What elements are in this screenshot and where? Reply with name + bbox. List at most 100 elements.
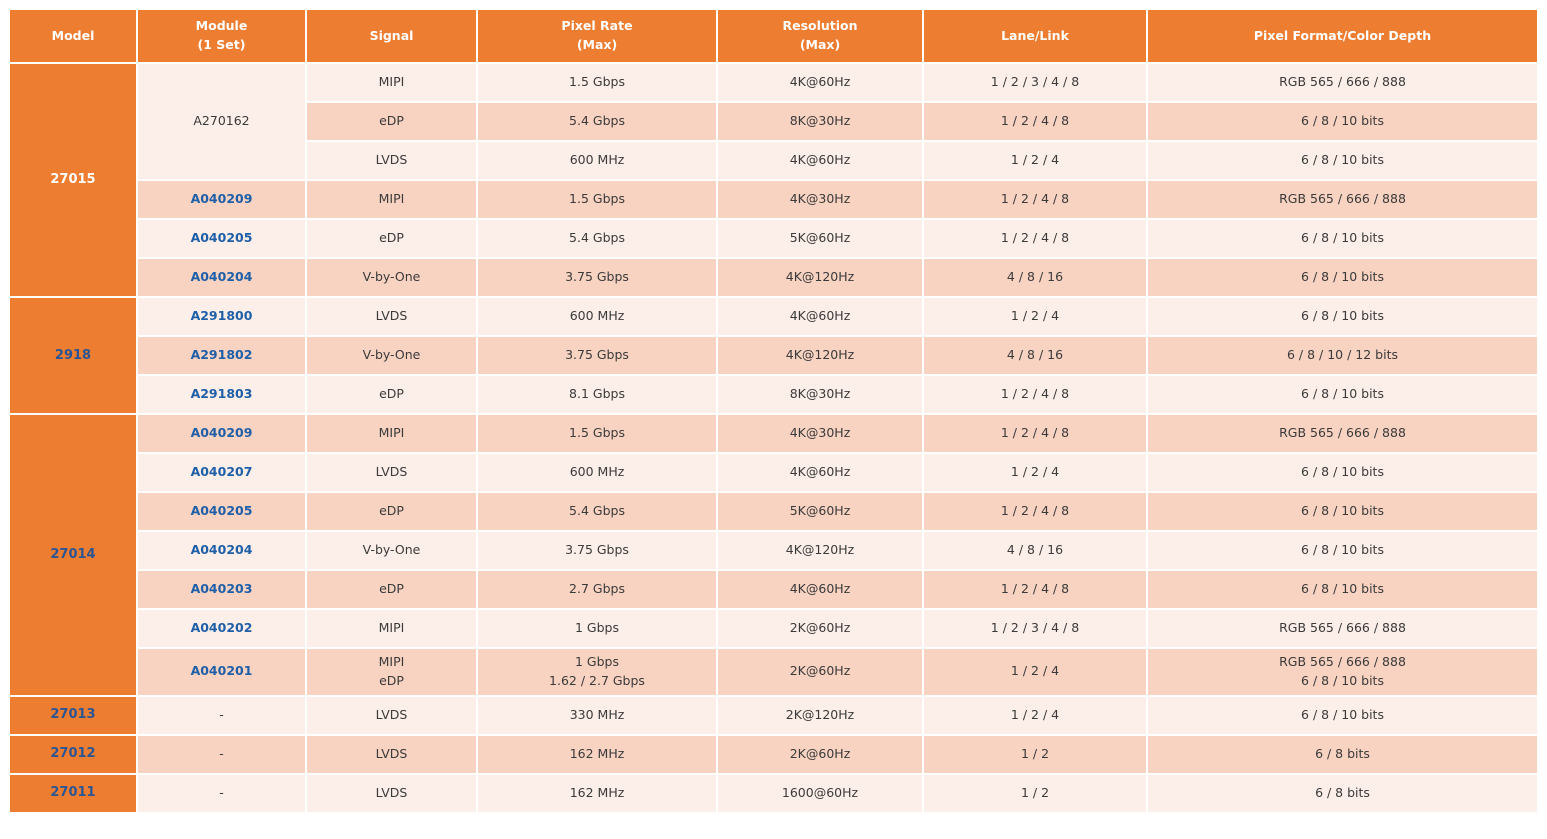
pixel-rate-cell: 5.4 Gbps — [478, 103, 716, 140]
column-header-resolution: Resolution (Max) — [718, 10, 922, 62]
lane-link-cell: 1 / 2 / 4 / 8 — [924, 415, 1146, 452]
header-label: Signal — [369, 27, 414, 43]
resolution-cell: 4K@30Hz — [718, 415, 922, 452]
module-link[interactable]: A040209 — [138, 181, 305, 218]
table-body: 27015 A270162 MIPI 1.5 Gbps 4K@60Hz 1 / 2 / 3… — [10, 64, 1537, 812]
resolution-cell: 4K@60Hz — [718, 142, 922, 179]
lane-link-cell: 1 / 2 / 4 — [924, 298, 1146, 335]
lane-link-cell: 1 / 2 / 4 — [924, 649, 1146, 695]
lane-link-cell: 1 / 2 — [924, 735, 1146, 773]
lane-link-cell: 1 / 2 / 4 / 8 — [924, 376, 1146, 413]
pixel-format-cell: 6 / 8 / 10 bits — [1148, 103, 1537, 140]
pixel-format-cell: 6 / 8 / 10 bits — [1148, 259, 1537, 296]
pixel-format-cell: 6 / 8 / 10 bits — [1148, 532, 1537, 569]
module-link[interactable]: A040203 — [138, 571, 305, 608]
lane-link-cell: 1 / 2 / 4 / 8 — [924, 181, 1146, 218]
pixel-rate-cell: 162 MHz — [478, 735, 716, 773]
module-link[interactable]: A040205 — [138, 220, 305, 257]
resolution-cell: 8K@30Hz — [718, 376, 922, 413]
module-cell: - — [138, 696, 305, 734]
module-link[interactable]: A040205 — [138, 493, 305, 530]
pixel-rate-cell: 1 Gbps — [478, 610, 716, 647]
table-row: A040202 MIPI 1 Gbps 2K@60Hz 1 / 2 / 3 / 4 / … — [10, 610, 1537, 647]
resolution-cell: 4K@60Hz — [718, 571, 922, 608]
signal-cell: MIPI — [307, 181, 476, 218]
header-sublabel: (Max) — [799, 37, 841, 52]
column-header-pixel-format: Pixel Format/Color Depth — [1148, 10, 1537, 62]
lane-link-cell: 1 / 2 / 4 / 8 — [924, 103, 1146, 140]
signal-cell: MIPI — [307, 610, 476, 647]
module-link[interactable]: A040201 — [138, 649, 305, 695]
lane-link-cell: 1 / 2 / 4 — [924, 696, 1146, 734]
module-link[interactable]: A040204 — [138, 532, 305, 569]
lane-link-cell: 4 / 8 / 16 — [924, 532, 1146, 569]
model-cell: 27013 — [10, 696, 136, 734]
pixel-format-cell: RGB 565 / 666 / 888 6 / 8 / 10 bits — [1148, 649, 1537, 695]
column-header-signal: Signal — [307, 10, 476, 62]
signal-cell: LVDS — [307, 774, 476, 812]
signal-cell: eDP — [307, 220, 476, 257]
module-link[interactable]: A040202 — [138, 610, 305, 647]
header-label: Pixel Format/Color Depth — [1253, 27, 1432, 43]
pixel-rate-cell: 330 MHz — [478, 696, 716, 734]
pixel-rate-cell-line: 1 Gbps — [575, 654, 619, 669]
table-row: 27014 A040209 MIPI 1.5 Gbps 4K@30Hz 1 / 2 / 4… — [10, 415, 1537, 695]
column-header-model: Model — [10, 10, 136, 62]
header-sublabel: (1 Set) — [197, 37, 246, 52]
signal-cell: LVDS — [307, 142, 476, 179]
pixel-rate-cell: 600 MHz — [478, 298, 716, 335]
pixel-format-cell: RGB 565 / 666 / 888 — [1148, 181, 1537, 218]
pixel-rate-cell: 2.7 Gbps — [478, 571, 716, 608]
pixel-rate-cell: 1.5 Gbps — [478, 415, 716, 452]
pixel-rate-cell: 3.75 Gbps — [478, 259, 716, 296]
resolution-cell: 4K@120Hz — [718, 532, 922, 569]
pixel-format-cell: 6 / 8 bits — [1148, 774, 1537, 812]
resolution-cell: 4K@120Hz — [718, 259, 922, 296]
table-row: A291802 V-by-One 3.75 Gbps 4K@120Hz 4 / 8 / … — [10, 337, 1537, 374]
lane-link-cell: 4 / 8 / 16 — [924, 337, 1146, 374]
lane-link-cell: 1 / 2 / 3 / 4 / 8 — [924, 610, 1146, 647]
module-link[interactable]: A291800 — [138, 298, 305, 335]
signal-cell: eDP — [307, 103, 476, 140]
model-cell: 27011 — [10, 774, 136, 812]
resolution-cell: 2K@60Hz — [718, 610, 922, 647]
header-label: Model — [51, 27, 95, 43]
signal-cell: eDP — [307, 376, 476, 413]
pixel-format-cell-line: 6 / 8 / 10 bits — [1301, 672, 1384, 688]
model-cell: 27014 — [10, 415, 136, 695]
signal-cell: V-by-One — [307, 532, 476, 569]
module-link[interactable]: A291802 — [138, 337, 305, 374]
pixel-format-cell: 6 / 8 / 10 bits — [1148, 298, 1537, 335]
pixel-format-cell: 6 / 8 / 10 bits — [1148, 696, 1537, 734]
header-label: Resolution — [782, 18, 858, 34]
module-link[interactable]: A040209 — [138, 415, 305, 452]
resolution-cell: 1600@60Hz — [718, 774, 922, 812]
header-label: Pixel Rate — [561, 18, 633, 34]
resolution-cell: 4K@60Hz — [718, 454, 922, 491]
resolution-cell: 2K@120Hz — [718, 696, 922, 734]
pixel-rate-cell: 3.75 Gbps — [478, 337, 716, 374]
table-row: A040204 V-by-One 3.75 Gbps 4K@120Hz 4 / 8 / … — [10, 259, 1537, 296]
pixel-format-cell: 6 / 8 / 10 bits — [1148, 571, 1537, 608]
resolution-cell: 8K@30Hz — [718, 103, 922, 140]
module-link[interactable]: A291803 — [138, 376, 305, 413]
module-link[interactable]: A040204 — [138, 259, 305, 296]
signal-cell: V-by-One — [307, 259, 476, 296]
lane-link-cell: 1 / 2 / 4 / 8 — [924, 493, 1146, 530]
signal-cell-line: eDP — [379, 672, 404, 688]
pixel-rate-cell: 5.4 Gbps — [478, 493, 716, 530]
module-link[interactable]: A040207 — [138, 454, 305, 491]
resolution-cell: 4K@60Hz — [718, 64, 922, 101]
model-cell: 27015 — [10, 64, 136, 296]
resolution-cell: 4K@30Hz — [718, 181, 922, 218]
pixel-rate-cell: 1 Gbps 1.62 / 2.7 Gbps — [478, 649, 716, 695]
lane-link-cell: 1 / 2 / 4 — [924, 454, 1146, 491]
header-sublabel: (Max) — [576, 37, 618, 52]
